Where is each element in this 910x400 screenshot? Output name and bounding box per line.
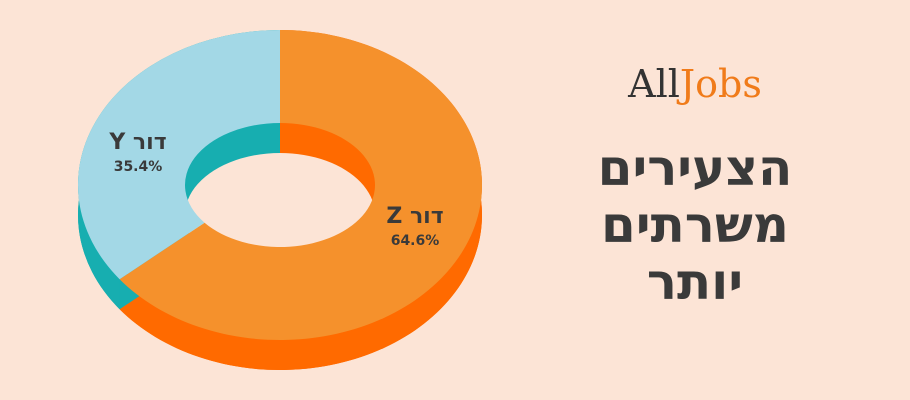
title: הצעירים משרתים יותר <box>560 140 830 311</box>
title-line: יותר <box>646 253 744 311</box>
donut-chart <box>78 30 482 371</box>
logo: AllJobs <box>560 62 830 106</box>
slice-label: דור Z 64.6% <box>355 204 475 249</box>
slice <box>119 30 482 341</box>
title-line: הצעירים <box>597 139 793 197</box>
value-label: 35.4% <box>113 159 163 175</box>
slice <box>78 30 280 280</box>
category-label: דור Y <box>109 130 167 155</box>
logo-left: All <box>628 62 680 106</box>
logo-right: Jobs <box>679 62 762 106</box>
value-label: 64.6% <box>390 233 440 249</box>
title-line: משרתים <box>601 196 789 254</box>
category-label: דור Z <box>386 204 444 229</box>
slice-label: דור Y 35.4% <box>78 130 198 175</box>
slice-wall <box>119 30 482 371</box>
